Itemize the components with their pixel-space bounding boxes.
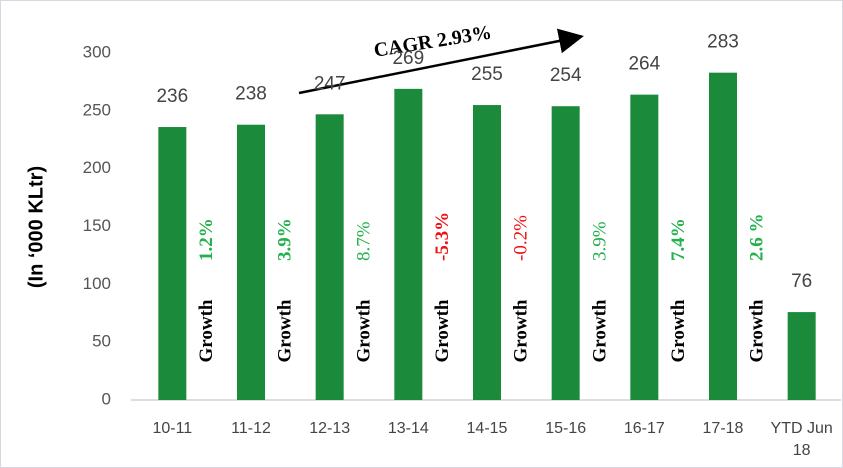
growth-value: -5.3% xyxy=(432,212,453,261)
x-tick-label: 17-18 xyxy=(702,420,744,437)
growth-value: 2.6 % xyxy=(747,214,768,262)
value-label: 283 xyxy=(707,32,739,53)
value-label: 236 xyxy=(156,86,188,107)
x-tick-label: 15-16 xyxy=(545,420,587,437)
growth-word: Growth xyxy=(432,299,453,362)
bar xyxy=(787,312,816,400)
y-tick-label: 0 xyxy=(102,389,111,408)
growth-value: 7.4% xyxy=(668,218,689,261)
growth-value: 3.9% xyxy=(275,218,296,261)
y-axis-label: (In ‘000 KLtr) xyxy=(25,166,47,288)
y-tick-label: 300 xyxy=(83,42,111,61)
value-label: 264 xyxy=(628,54,660,75)
bar xyxy=(709,72,737,400)
y-tick-label: 250 xyxy=(83,100,111,119)
bar xyxy=(551,106,580,400)
x-tick-label: 16-17 xyxy=(623,420,665,437)
x-tick-label: 10-11 xyxy=(152,420,193,437)
bar xyxy=(630,94,659,400)
growth-word: Growth xyxy=(668,299,689,362)
growth-value: 1.2% xyxy=(196,218,217,261)
value-label: 247 xyxy=(314,73,346,94)
value-label: 76 xyxy=(791,271,812,292)
growth-word: Growth xyxy=(589,299,610,362)
value-label: 254 xyxy=(550,65,582,86)
bar xyxy=(315,114,344,400)
y-tick-label: 150 xyxy=(83,216,111,235)
growth-word: Growth xyxy=(747,299,768,362)
y-tick-label: 200 xyxy=(83,158,111,177)
bar xyxy=(158,127,187,400)
growth-word: Growth xyxy=(353,299,374,362)
x-tick-label: 14-15 xyxy=(466,420,508,437)
bar xyxy=(473,105,501,401)
value-label: 269 xyxy=(392,48,424,69)
x-tick-label: 11-12 xyxy=(231,420,271,437)
growth-value: 8.7% xyxy=(353,221,374,261)
cagr-arrow xyxy=(298,28,584,95)
y-tick-label: 50 xyxy=(92,332,111,351)
x-tick-label: 13-14 xyxy=(387,420,429,437)
bar xyxy=(237,124,265,401)
x-tick-label: YTD Jun 18 xyxy=(770,420,833,459)
value-label: 238 xyxy=(235,84,267,105)
growth-value: -0.2% xyxy=(511,215,532,261)
bar xyxy=(394,88,423,401)
y-tick-label: 100 xyxy=(83,274,111,293)
growth-word: Growth xyxy=(275,299,296,362)
growth-word: Growth xyxy=(196,299,217,362)
growth-value: 3.9% xyxy=(589,221,610,261)
growth-word: Growth xyxy=(511,299,532,362)
value-label: 255 xyxy=(471,64,503,85)
x-tick-label: 12-13 xyxy=(309,420,351,437)
cagr-annotation: CAGR 2.93% xyxy=(372,21,493,61)
